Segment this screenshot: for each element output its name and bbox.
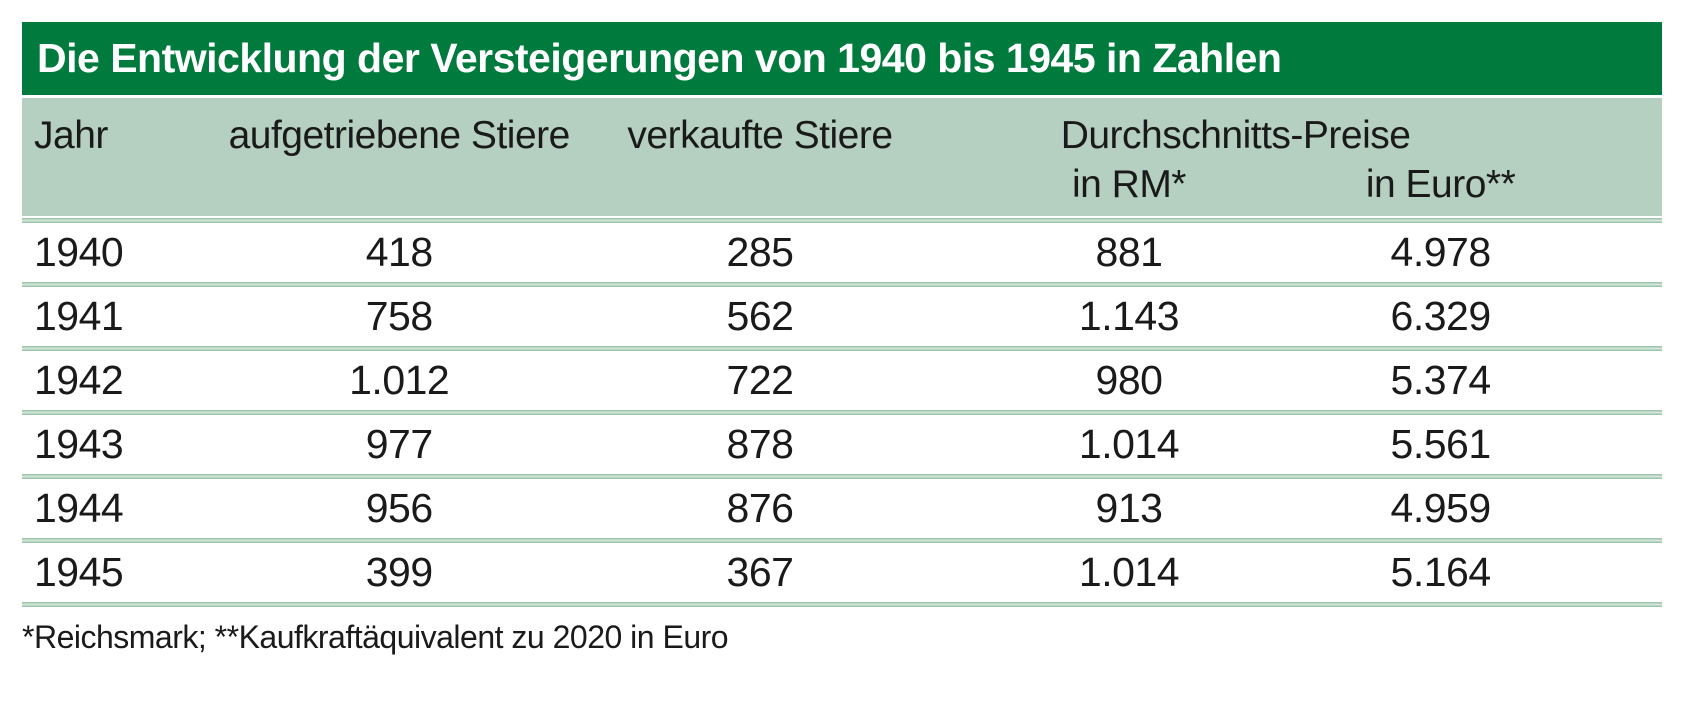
cell-raised: 758: [365, 293, 433, 339]
cell-raised: 1.012: [349, 357, 450, 403]
table-row-1944: 1944 956 876 913 4.959: [22, 479, 1662, 538]
table-row-1942: 1942 1.012 722 980 5.374: [22, 351, 1662, 410]
cell-price-rm: 1.014: [1078, 549, 1180, 595]
statistics-table-panel: Die Entwicklung der Versteigerungen von …: [22, 22, 1662, 656]
cell-sold: 878: [726, 421, 794, 467]
cell-price-rm: 913: [1095, 485, 1163, 531]
column-header-row-1: Jahr aufgetriebene Stiere verkaufte Stie…: [22, 110, 1662, 162]
cell-price-rm: 1.014: [1078, 421, 1180, 467]
table-row-1943: 1943 977 878 1.014 5.561: [22, 415, 1662, 474]
cell-year: 1940: [34, 229, 124, 275]
cell-year: 1941: [34, 293, 124, 339]
cell-year: 1943: [34, 421, 124, 467]
column-header-band: Jahr aufgetriebene Stiere verkaufte Stie…: [22, 98, 1662, 216]
cell-price-euro: 4.978: [1390, 229, 1492, 275]
cell-raised: 977: [365, 421, 433, 467]
col-header-year: Jahr: [34, 114, 108, 157]
table-row-1945: 1945 399 367 1.014 5.164: [22, 543, 1662, 602]
cell-year: 1942: [34, 357, 124, 403]
cell-price-rm: 881: [1095, 229, 1163, 275]
cell-sold: 722: [726, 357, 794, 403]
divider: [22, 410, 1662, 415]
col-header-raised: aufgetriebene Stiere: [228, 114, 571, 157]
cell-price-euro: 5.374: [1390, 357, 1492, 403]
column-header-row-2: in RM* in Euro**: [22, 162, 1662, 208]
cell-raised: 418: [365, 229, 433, 275]
cell-sold: 285: [726, 229, 794, 275]
table-title: Die Entwicklung der Versteigerungen von …: [37, 35, 1282, 81]
cell-price-rm: 1.143: [1078, 293, 1180, 339]
divider: [22, 538, 1662, 543]
col-header-prices-group: Durchschnitts-Preise: [1060, 114, 1411, 157]
divider: [22, 474, 1662, 479]
cell-raised: 399: [365, 549, 433, 595]
cell-sold: 562: [726, 293, 794, 339]
divider: [22, 218, 1662, 223]
divider: [22, 346, 1662, 351]
cell-sold: 367: [726, 549, 794, 595]
col-header-price-euro: in Euro**: [1365, 163, 1516, 206]
table-footnote: *Reichsmark; **Kaufkraftäquivalent zu 20…: [22, 619, 729, 655]
divider: [22, 602, 1662, 607]
cell-raised: 956: [365, 485, 433, 531]
cell-price-rm: 980: [1095, 357, 1163, 403]
cell-price-euro: 6.329: [1390, 293, 1492, 339]
table-title-bar: Die Entwicklung der Versteigerungen von …: [22, 22, 1662, 95]
cell-year: 1945: [34, 549, 124, 595]
cell-year: 1944: [34, 485, 124, 531]
cell-price-euro: 5.164: [1390, 549, 1492, 595]
cell-price-euro: 5.561: [1390, 421, 1492, 467]
cell-price-euro: 4.959: [1390, 485, 1492, 531]
cell-sold: 876: [726, 485, 794, 531]
col-header-sold: verkaufte Stiere: [627, 114, 893, 157]
table-row-1940: 1940 418 285 881 4.978: [22, 223, 1662, 282]
col-header-price-rm: in RM*: [1071, 163, 1187, 206]
table-row-1941: 1941 758 562 1.143 6.329: [22, 287, 1662, 346]
divider: [22, 282, 1662, 287]
